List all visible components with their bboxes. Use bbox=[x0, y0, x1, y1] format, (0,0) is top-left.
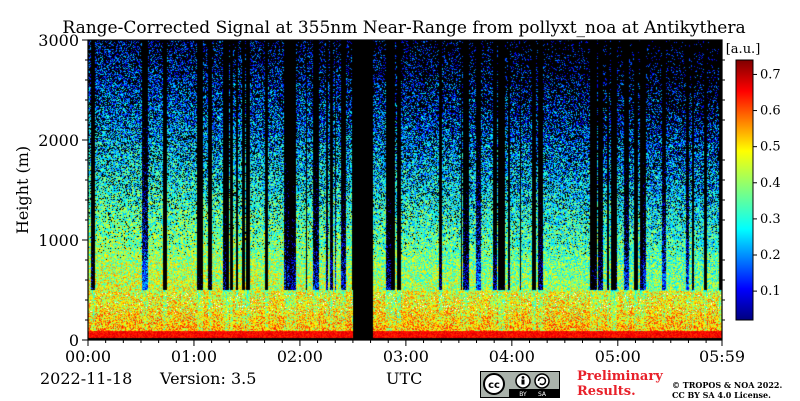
x-axis: 00:00 01:00 02:00 03:00 04:00 05:00 05:59 bbox=[65, 340, 745, 366]
cc-license-badge: cc BY SA bbox=[480, 371, 560, 398]
version-label: Version: 3.5 bbox=[160, 369, 257, 388]
colorbar-tick-label: 0.4 bbox=[760, 176, 781, 191]
colorbar-tick-label: 0.1 bbox=[760, 284, 781, 299]
x-tick-label: 02:00 bbox=[277, 347, 323, 366]
x-tick-label: 04:00 bbox=[489, 347, 535, 366]
colorbar-ticks: 0.1 0.2 0.3 0.4 0.5 0.6 0.7 bbox=[753, 67, 781, 299]
y-tick-label: 1000 bbox=[38, 231, 79, 250]
copyright-line-1: © TROPOS & NOA 2022. bbox=[672, 380, 783, 390]
x-axis-label: UTC bbox=[386, 369, 423, 388]
colorbar-tick-label: 0.7 bbox=[760, 67, 781, 82]
colorbar: [a.u.] 0.1 0.2 0.3 0.4 0.5 0.6 0.7 bbox=[726, 42, 781, 321]
x-tick-label: 05:59 bbox=[699, 347, 745, 366]
heatmap-image bbox=[88, 40, 722, 340]
y-axis-label: Height (m) bbox=[13, 146, 32, 234]
x-tick-label: 05:00 bbox=[595, 347, 641, 366]
colorbar-tick-label: 0.5 bbox=[760, 140, 781, 155]
copyright-line-2: CC BY SA 4.0 License. bbox=[672, 390, 771, 400]
date-label: 2022-11-18 bbox=[40, 369, 133, 388]
cc-sa-text: SA bbox=[538, 391, 547, 397]
cc-logo-icon: cc BY SA bbox=[481, 372, 559, 398]
cc-by-text: BY bbox=[519, 391, 527, 397]
copyright: © TROPOS & NOA 2022. CC BY SA 4.0 Licens… bbox=[672, 380, 782, 400]
colorbar-gradient bbox=[735, 59, 754, 321]
plot-frame bbox=[87, 39, 723, 341]
colorbar-label: [a.u.] bbox=[726, 42, 761, 57]
chart-title: Range-Corrected Signal at 355nm Near-Ran… bbox=[62, 18, 745, 38]
x-tick-label: 00:00 bbox=[65, 347, 111, 366]
y-tick-label: 3000 bbox=[38, 31, 79, 50]
y-axis: 0 1000 2000 3000 bbox=[38, 31, 725, 350]
preliminary-results-label: Preliminary Results. bbox=[577, 369, 663, 399]
colorbar-tick-label: 0.3 bbox=[760, 212, 781, 227]
svg-text:cc: cc bbox=[488, 380, 500, 391]
colorbar-tick-label: 0.2 bbox=[760, 248, 781, 263]
x-tick-label: 01:00 bbox=[171, 347, 217, 366]
plot-area bbox=[87, 39, 723, 341]
y-tick-label: 0 bbox=[69, 331, 79, 350]
cc-sa-icon bbox=[534, 373, 550, 389]
colorbar-tick-label: 0.6 bbox=[760, 104, 781, 119]
x-tick-label: 03:00 bbox=[383, 347, 429, 366]
y-tick-label: 2000 bbox=[38, 131, 79, 150]
